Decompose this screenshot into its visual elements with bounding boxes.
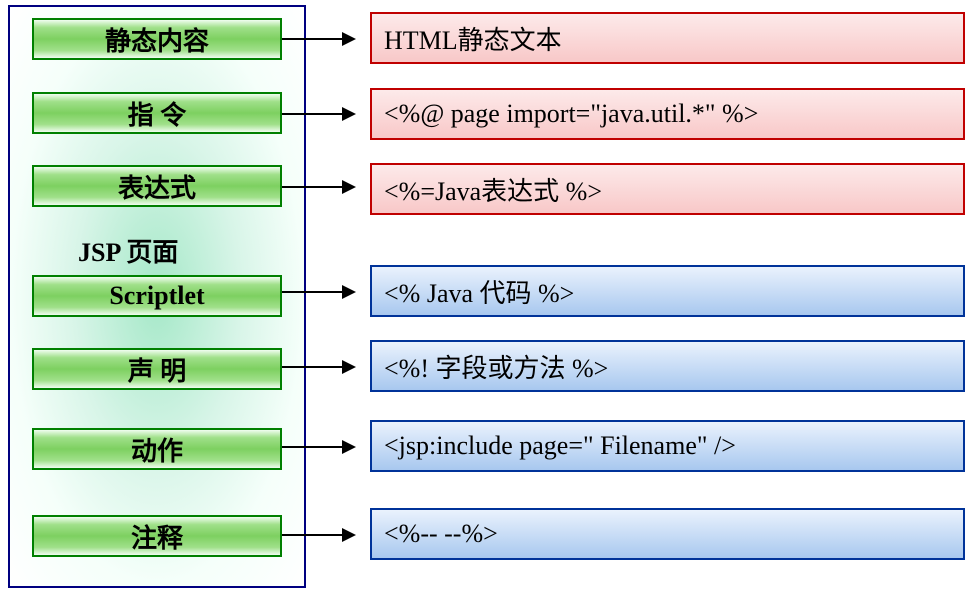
arrow-expression bbox=[282, 186, 354, 188]
arrow-action bbox=[282, 446, 354, 448]
description-text: <%! 字段或方法 %> bbox=[384, 348, 608, 385]
section-title: JSP 页面 bbox=[78, 232, 178, 269]
description-text: <%@ page import="java.util.*" %> bbox=[384, 99, 758, 129]
description-text: <% Java 代码 %> bbox=[384, 273, 574, 310]
description-text: <%=Java表达式 %> bbox=[384, 171, 602, 208]
description-action-desc: <jsp:include page=" Filename" /> bbox=[370, 420, 965, 472]
arrow-directive bbox=[282, 113, 354, 115]
category-action: 动作 bbox=[32, 428, 282, 470]
arrow-declaration bbox=[282, 366, 354, 368]
description-text: <jsp:include page=" Filename" /> bbox=[384, 431, 736, 461]
category-static-content: 静态内容 bbox=[32, 18, 282, 60]
description-comment-desc: <%-- --%> bbox=[370, 508, 965, 560]
description-directive-desc: <%@ page import="java.util.*" %> bbox=[370, 88, 965, 140]
category-scriptlet: Scriptlet bbox=[32, 275, 282, 317]
category-comment: 注释 bbox=[32, 515, 282, 557]
description-text: <%-- --%> bbox=[384, 519, 498, 549]
arrow-static-content bbox=[282, 38, 354, 40]
arrow-comment bbox=[282, 534, 354, 536]
category-declaration: 声 明 bbox=[32, 348, 282, 390]
description-scriptlet-desc: <% Java 代码 %> bbox=[370, 265, 965, 317]
arrow-scriptlet bbox=[282, 291, 354, 293]
category-label: Scriptlet bbox=[109, 281, 204, 311]
category-label: 注释 bbox=[131, 518, 183, 555]
category-label: 声 明 bbox=[128, 351, 187, 388]
category-label: 静态内容 bbox=[105, 21, 209, 58]
description-static-content-desc: HTML静态文本 bbox=[370, 12, 965, 64]
category-label: 指 令 bbox=[128, 95, 187, 132]
category-label: 动作 bbox=[131, 431, 183, 468]
category-expression: 表达式 bbox=[32, 165, 282, 207]
description-declaration-desc: <%! 字段或方法 %> bbox=[370, 340, 965, 392]
description-text: HTML静态文本 bbox=[384, 20, 562, 57]
category-directive: 指 令 bbox=[32, 92, 282, 134]
description-expression-desc: <%=Java表达式 %> bbox=[370, 163, 965, 215]
category-label: 表达式 bbox=[118, 168, 196, 205]
